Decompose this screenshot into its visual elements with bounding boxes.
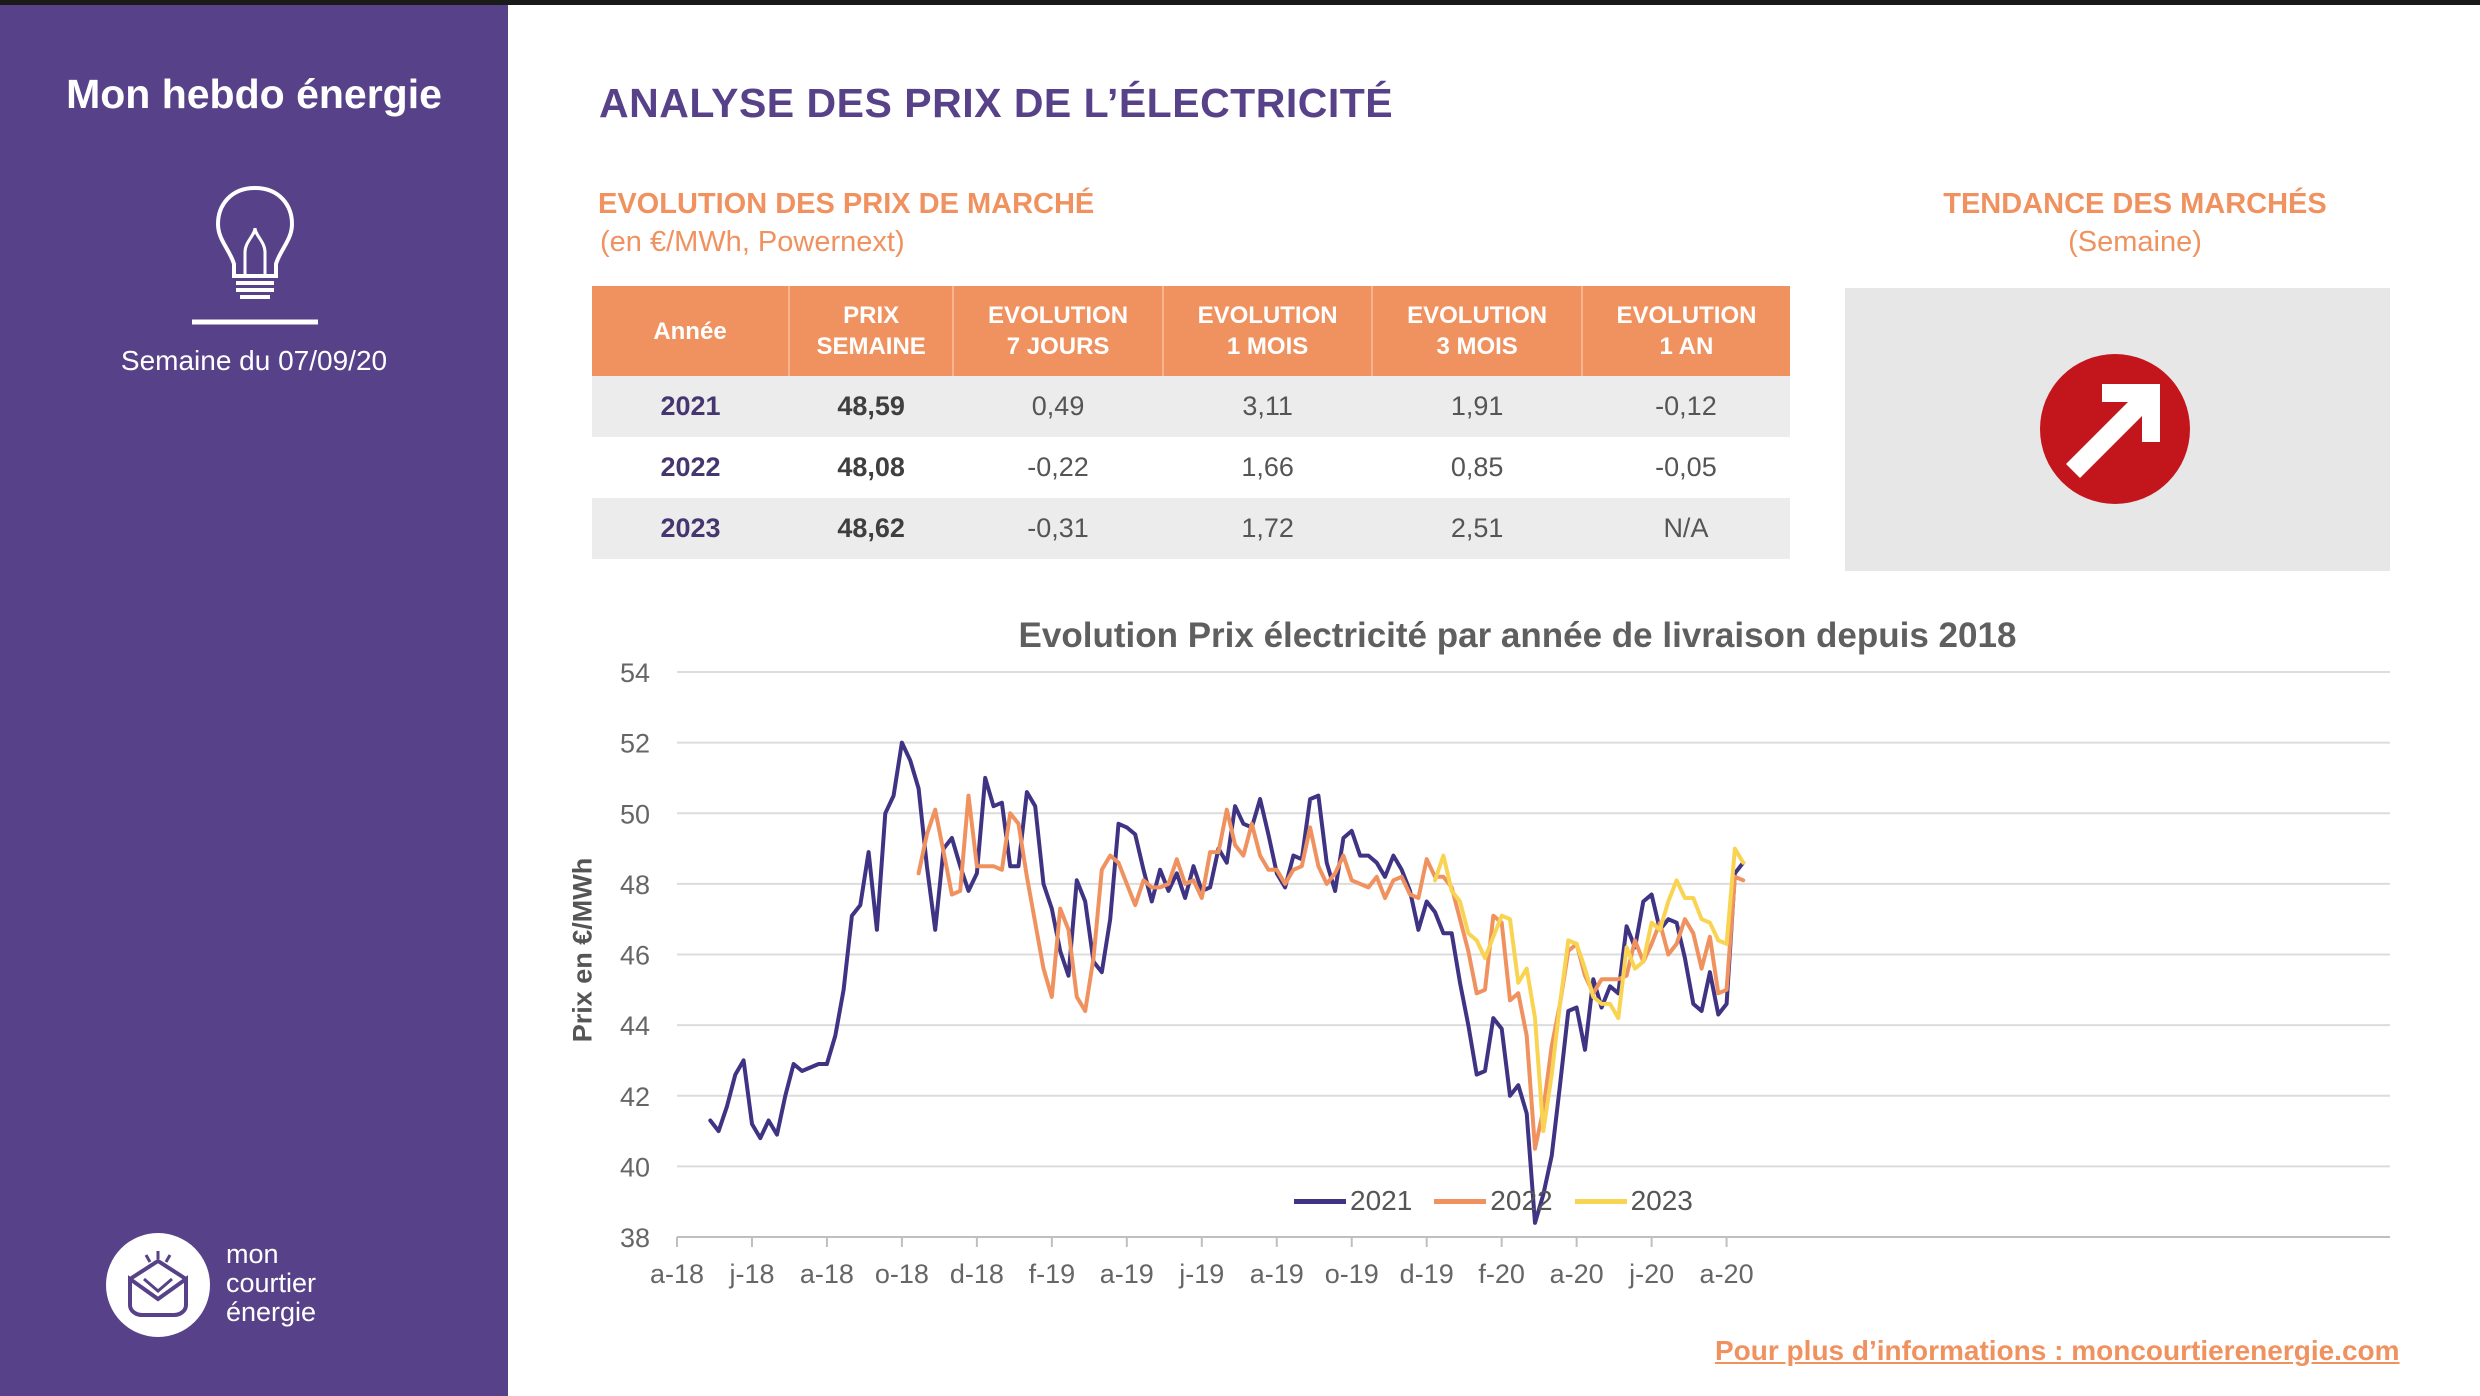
cell-7-days: -0,22	[1027, 452, 1089, 482]
y-tick-label: 52	[620, 729, 650, 759]
logo-text: mon courtier énergie	[226, 1240, 316, 1327]
legend-item-2021: 2021	[1294, 1185, 1412, 1217]
cell-1-year: -0,05	[1655, 452, 1717, 482]
cell-year: 2021	[592, 376, 789, 437]
week-date: Semaine du 07/09/20	[120, 345, 388, 376]
chart-legend: 2021 2022 2023	[1294, 1181, 1715, 1221]
y-tick-label: 44	[620, 1011, 650, 1041]
price-table: Année PRIX SEMAINE EVOLUTION 7 JOURS EVOLU…	[592, 286, 1790, 559]
table-row: 2022 48,08 -0,22 1,66 0,85 -0,05	[592, 437, 1790, 498]
cell-3-months: 1,91	[1372, 376, 1582, 437]
cell-price: 48,62	[789, 498, 954, 559]
cell-3-months: 0,85	[1450, 452, 1504, 482]
legend-line-2021	[1294, 1198, 1346, 1204]
logo-line: énergie	[226, 1297, 317, 1327]
page-title: ANALYSE DES PRIX DE L’ÉLECTRICITÉ	[599, 80, 1394, 126]
y-tick-label: 48	[620, 870, 650, 900]
cell-1-month: 1,66	[1241, 452, 1294, 482]
table-header-row: Année PRIX SEMAINE EVOLUTION 7 JOURS EVOLU…	[592, 286, 1790, 376]
brand-title: Mon hebdo énergie	[66, 71, 442, 117]
cell-7-days: 0,49	[953, 376, 1163, 437]
chart-title: Evolution Prix électricité par année de …	[1018, 616, 2017, 655]
envelope-logo-icon	[106, 1233, 210, 1337]
x-tick-label: o-19	[1325, 1259, 1379, 1289]
logo-line: courtier	[226, 1268, 317, 1298]
x-tick-label: a-20	[1550, 1259, 1604, 1289]
sidebar: Mon hebdo énergie Semaine du 07/09/20 mo…	[0, 5, 508, 1396]
x-tick-label: j-19	[1178, 1259, 1224, 1289]
x-tick-label: d-18	[950, 1259, 1004, 1289]
header-1-year: EVOLUTION 1 AN	[1580, 286, 1790, 376]
x-tick-label: f-20	[1478, 1259, 1525, 1289]
cell-7-days: -0,31	[953, 498, 1163, 559]
series-line-2022	[916, 793, 1746, 1151]
y-tick-label: 46	[620, 941, 650, 971]
x-tick-label: a-18	[800, 1259, 854, 1289]
cell-year: 2022	[660, 452, 721, 482]
cell-price: 48,08	[837, 452, 905, 482]
legend-item-2023: 2023	[1574, 1185, 1693, 1217]
x-tick-label: d-19	[1400, 1259, 1454, 1289]
x-tick-label: a-19	[1250, 1259, 1304, 1289]
logo-line: mon	[226, 1239, 279, 1269]
market-section-title: EVOLUTION DES PRIX DE MARCHÉ	[598, 188, 1095, 220]
legend-line-2022	[1434, 1198, 1487, 1204]
cell-1-year: -0,12	[1581, 376, 1790, 437]
x-tick-label: a-20	[1700, 1259, 1754, 1289]
cell-3-months: 2,51	[1372, 498, 1582, 559]
x-tick-label: o-18	[875, 1259, 929, 1289]
x-tick-label: j-20	[1628, 1259, 1674, 1289]
legend-label: 2022	[1490, 1185, 1553, 1216]
header-year: Année	[592, 286, 789, 376]
legend-label: 2021	[1350, 1185, 1413, 1216]
y-tick-label: 50	[620, 799, 650, 829]
x-tick-label: a-18	[650, 1259, 704, 1289]
header-3-months: EVOLUTION 3 MOIS	[1371, 286, 1582, 376]
cell-1-year: N/A	[1581, 498, 1790, 559]
market-section-subtitle: (en €/MWh, Powernext)	[600, 226, 905, 258]
series-line-2021	[708, 740, 1746, 1225]
header-7-days: EVOLUTION 7 JOURS	[952, 286, 1163, 376]
legend-line-2023	[1574, 1198, 1627, 1204]
lightbulb-icon	[192, 185, 318, 325]
cell-1-month: 3,11	[1162, 376, 1373, 437]
x-tick-label: j-18	[728, 1259, 774, 1289]
y-tick-label: 38	[620, 1223, 650, 1253]
more-info-link[interactable]: Pour plus d’informations : moncourtieren…	[1715, 1335, 2400, 1366]
trend-section-subtitle: (Semaine)	[2068, 226, 2202, 258]
cell-year: 2023	[592, 498, 789, 559]
x-tick-label: f-19	[1029, 1259, 1076, 1289]
series-line-2023	[1433, 846, 1746, 1134]
legend-label: 2023	[1630, 1185, 1693, 1216]
trend-section-title: TENDANCE DES MARCHÉS	[1943, 188, 2327, 220]
x-tick-label: a-19	[1100, 1259, 1154, 1289]
window-top-border	[0, 0, 2480, 5]
y-tick-label: 40	[620, 1152, 650, 1182]
table-row: 2021 48,59 0,49 3,11 1,91 -0,12	[592, 376, 1790, 437]
cell-price: 48,59	[789, 376, 954, 437]
arrow-up-right-icon	[2040, 354, 2190, 504]
table-row: 2023 48,62 -0,31 1,72 2,51 N/A	[592, 498, 1790, 559]
y-tick-label: 42	[620, 1082, 650, 1112]
legend-item-2022: 2022	[1434, 1185, 1553, 1217]
cell-1-month: 1,72	[1162, 498, 1373, 559]
y-tick-label: 54	[620, 658, 650, 688]
y-axis-label: Prix en €/MWh	[567, 857, 598, 1043]
header-1-month: EVOLUTION 1 MOIS	[1161, 286, 1373, 376]
header-weekly-price: PRIX SEMAINE	[787, 286, 954, 376]
